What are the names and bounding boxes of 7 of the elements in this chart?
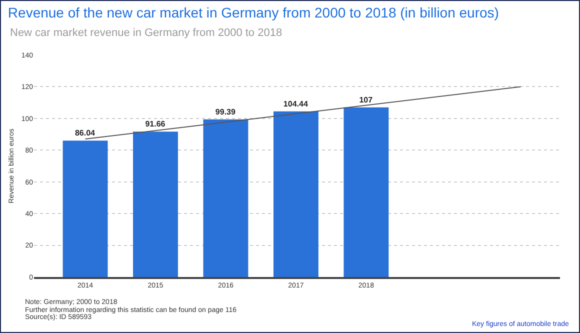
data-label: 104.44: [283, 99, 308, 108]
data-label: 86.04: [74, 128, 96, 138]
data-label: 107: [359, 95, 374, 104]
chart-title: Revenue of the new car market in Germany from 2000 to 2018 (in billion euros): [8, 4, 499, 20]
data-label: 91.66: [145, 120, 166, 129]
chart-subtitle: New car market revenue in Germany from 2000 to 2018: [10, 27, 282, 39]
data-label: 99.39: [215, 107, 236, 116]
